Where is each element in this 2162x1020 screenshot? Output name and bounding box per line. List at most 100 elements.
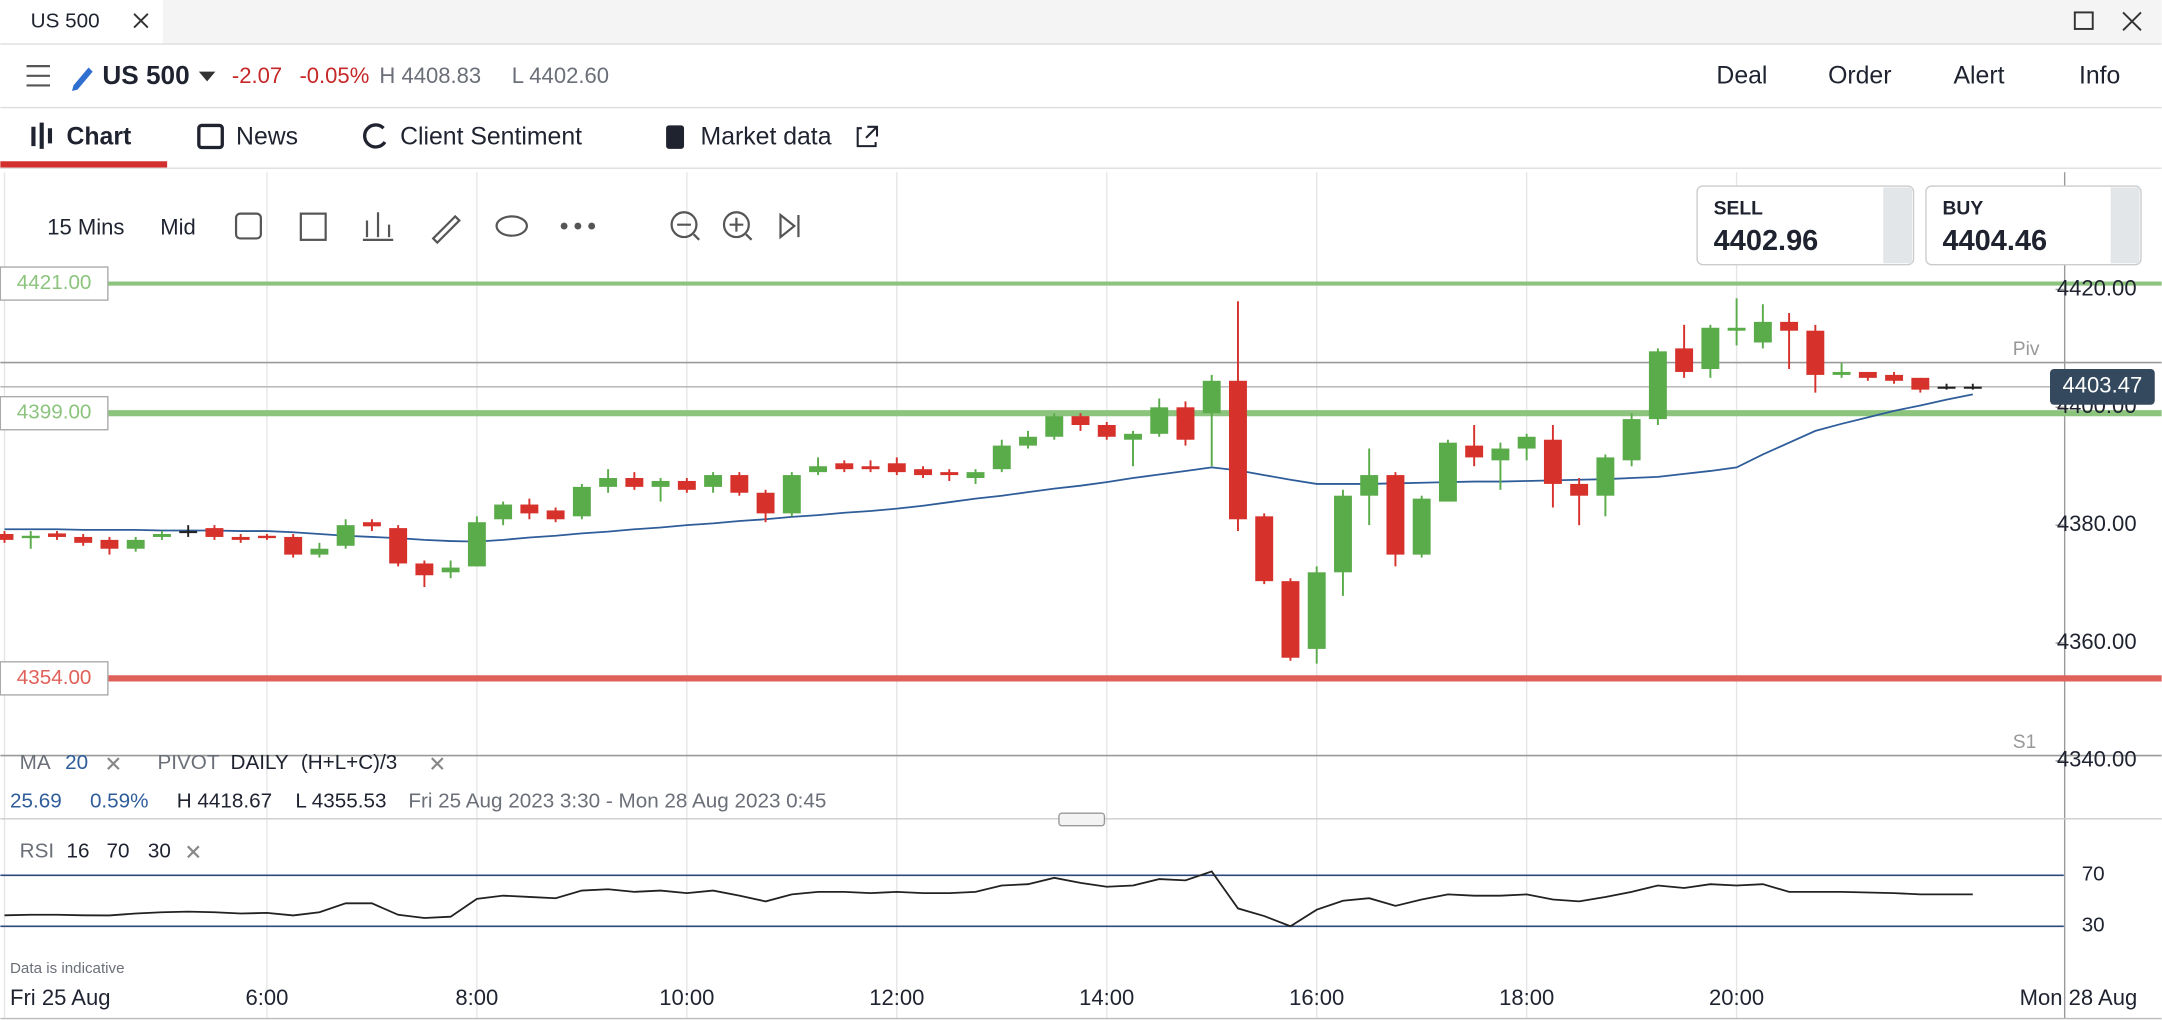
price-type-selector[interactable]: Mid xyxy=(160,215,196,240)
candle-body xyxy=(1517,436,1536,449)
zoom-out-icon[interactable] xyxy=(670,211,698,239)
instrument-name[interactable]: US 500 xyxy=(102,60,189,90)
close-window[interactable] xyxy=(2122,11,2142,32)
candle-body xyxy=(1727,327,1746,331)
interval-selector[interactable]: 15 Mins xyxy=(47,215,124,240)
buy-label: BUY xyxy=(1942,199,1983,220)
client-sentiment-tab[interactable]: Client Sentiment xyxy=(400,123,582,150)
candle-body xyxy=(389,528,408,564)
alert-button[interactable]: Alert xyxy=(1954,63,2005,90)
candle-body xyxy=(284,536,303,555)
price-level-tag xyxy=(0,266,109,301)
candle-body xyxy=(940,472,959,476)
pivot-label: PIVOT xyxy=(157,751,219,774)
candle-body xyxy=(1071,416,1090,425)
candle-body xyxy=(1307,572,1326,649)
y-tick-label: 4380.00 xyxy=(2057,511,2137,536)
order-button[interactable]: Order xyxy=(1828,63,1891,90)
panel-resize-handle[interactable] xyxy=(1058,812,1106,827)
menu-icon[interactable] xyxy=(26,65,50,87)
candle-body xyxy=(835,463,854,470)
x-tick-label: 14:00 xyxy=(1079,985,1134,1010)
zoom-in-icon[interactable] xyxy=(722,211,750,239)
candle-body xyxy=(205,528,224,537)
ma-period: 20 xyxy=(65,751,88,774)
candle-body xyxy=(1097,424,1116,437)
deal-button[interactable]: Deal xyxy=(1716,63,1767,90)
sell-label: SELL xyxy=(1714,199,1763,220)
candle-body xyxy=(310,548,329,555)
price-level-tag xyxy=(0,661,109,696)
x-tick-label: 18:00 xyxy=(1499,985,1554,1010)
more-icon[interactable] xyxy=(560,222,596,230)
chart-tab[interactable]: Chart xyxy=(67,123,132,150)
close-tab[interactable] xyxy=(133,13,149,29)
candle-body xyxy=(1124,433,1142,440)
rsi-lower: 30 xyxy=(148,839,171,862)
candle-body xyxy=(546,510,565,520)
candle-body xyxy=(1386,475,1405,555)
candle-body xyxy=(1832,371,1851,375)
candle-body xyxy=(74,536,93,543)
remove-rsi[interactable] xyxy=(187,845,200,859)
candle-body xyxy=(1150,407,1169,434)
rsi-tick-label: 70 xyxy=(2082,863,2105,886)
candle-body xyxy=(1622,419,1641,461)
candle-body xyxy=(1570,483,1589,496)
dropdown-arrow[interactable] xyxy=(198,71,216,82)
calendar-icon[interactable] xyxy=(234,212,262,240)
candle-body xyxy=(179,531,198,534)
info-change-pct: 0.59% xyxy=(90,790,149,813)
buy-button[interactable] xyxy=(1925,185,2142,266)
window-tab[interactable] xyxy=(0,0,164,45)
news-tab[interactable]: News xyxy=(236,123,298,150)
edit-icon[interactable] xyxy=(72,67,93,91)
candle-body xyxy=(257,535,276,539)
candle-body xyxy=(1753,321,1772,343)
disclaimer: Data is indicative xyxy=(10,960,125,977)
info-range: Fri 25 Aug 2023 3:30 - Mon 28 Aug 2023 0… xyxy=(408,790,826,813)
active-tab-indicator xyxy=(0,161,168,169)
last-price-tag xyxy=(2050,368,2155,405)
pivot-period: DAILY xyxy=(231,751,289,774)
candle-body xyxy=(677,480,696,490)
toolbar-icons xyxy=(234,211,800,245)
candle-body xyxy=(494,504,513,520)
candle-body xyxy=(599,478,618,487)
view-icon[interactable] xyxy=(495,215,528,237)
candle-body xyxy=(625,478,644,487)
market-data-tab[interactable]: Market data xyxy=(701,123,832,150)
plot-area xyxy=(0,172,2162,1019)
buy-spacer xyxy=(2110,187,2140,264)
sell-spacer xyxy=(1883,187,1913,264)
candle-body xyxy=(809,466,828,473)
info-change: 25.69 xyxy=(10,790,62,813)
ma-label: MA xyxy=(20,751,51,774)
x-tick-label: Mon 28 Aug xyxy=(2020,985,2138,1010)
remove-pivot[interactable] xyxy=(431,757,444,770)
draw-icon[interactable] xyxy=(431,214,461,245)
market-data-icon xyxy=(666,125,685,149)
sell-button[interactable] xyxy=(1696,185,1915,266)
candle-body xyxy=(362,522,381,527)
layout-icon[interactable] xyxy=(299,212,327,241)
info-button[interactable]: Info xyxy=(2079,63,2120,90)
x-tick-label: 10:00 xyxy=(659,985,714,1010)
candle-body xyxy=(1019,436,1037,446)
chart-tab-icon xyxy=(31,122,53,149)
rsi-period: 16 xyxy=(67,839,90,862)
candle-body xyxy=(1648,351,1667,420)
candle-body xyxy=(1333,495,1352,573)
rsi-tick-label: 30 xyxy=(2082,914,2105,937)
candle-body xyxy=(1675,348,1694,372)
indicator-icon[interactable] xyxy=(362,212,394,241)
candle-body xyxy=(966,472,985,479)
y-tick-label: 4340.00 xyxy=(2057,747,2137,772)
maximize[interactable] xyxy=(2073,11,2094,30)
candle-body xyxy=(1412,498,1431,555)
buy-price: 4404.46 xyxy=(1942,225,2047,257)
change: -2.07 xyxy=(232,63,282,88)
candle-body xyxy=(782,475,801,514)
x-tick-label: 8:00 xyxy=(455,985,498,1010)
remove-ma[interactable] xyxy=(107,757,120,770)
